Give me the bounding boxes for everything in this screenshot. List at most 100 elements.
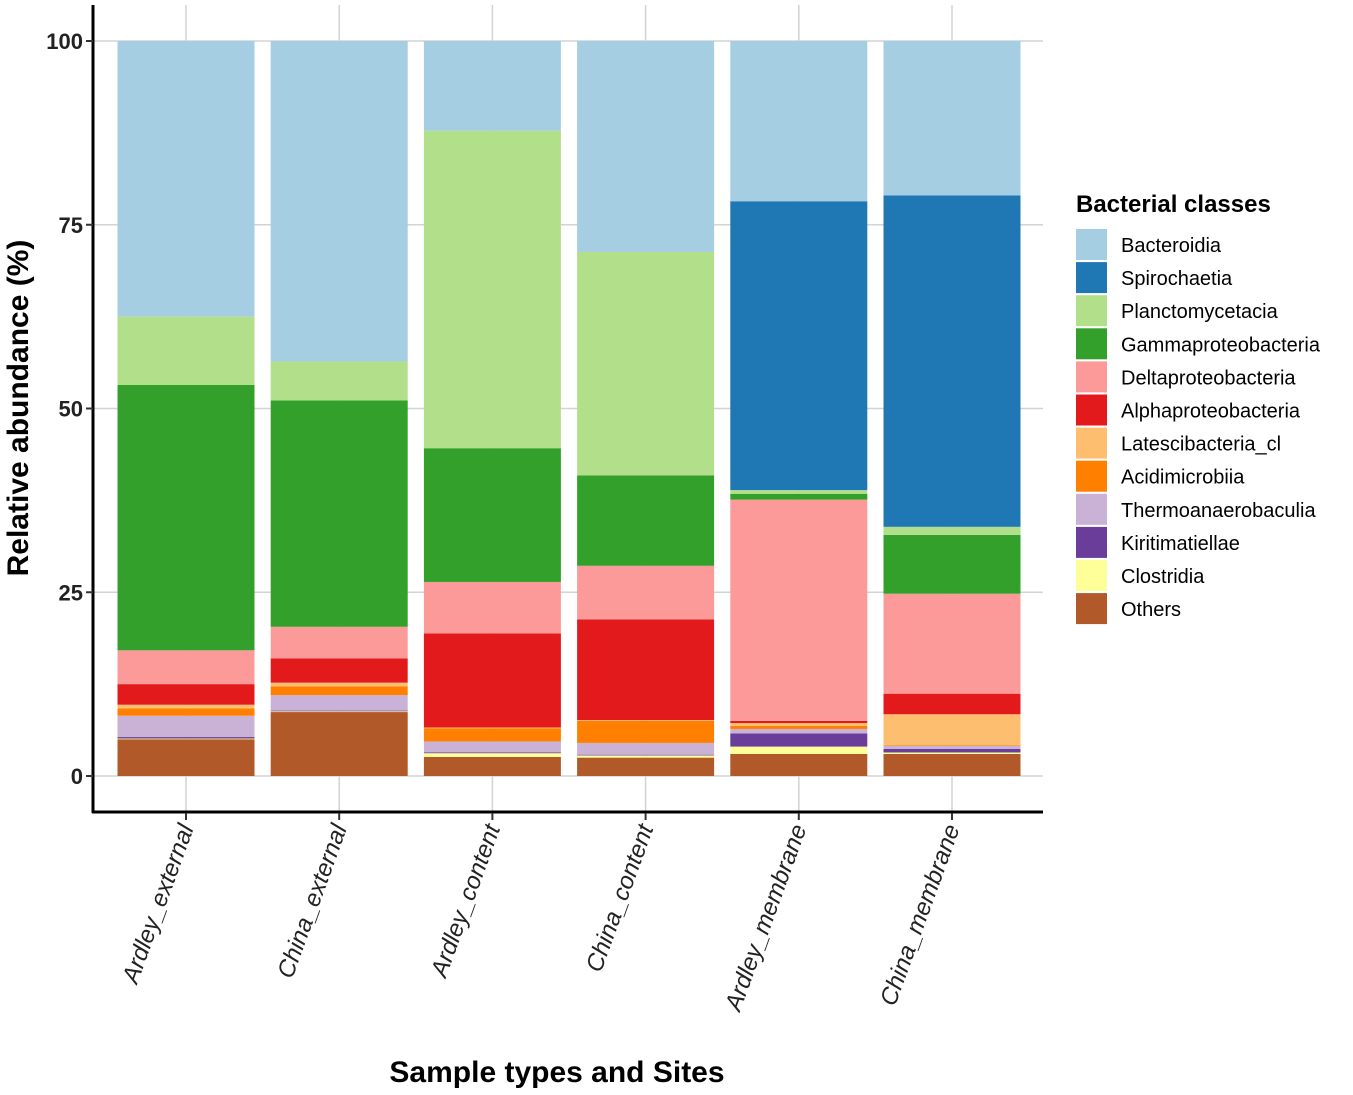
bar-ardley-external-thermoanaerobaculia <box>117 715 255 738</box>
bar-ardley-external-gammaproteobacteria <box>117 384 255 651</box>
legend-label-clostridia: Clostridia <box>1121 566 1205 588</box>
legend-swatch-others <box>1076 593 1107 625</box>
bar-china-membrane-latescibacteria-cl <box>883 714 1021 746</box>
bar-ardley-external-clostridia <box>117 738 255 740</box>
bar-ardley-external-alphaproteobacteria <box>117 684 255 705</box>
bar-china-membrane-alphaproteobacteria <box>883 693 1021 715</box>
bar-china-content-kiritimatiellae <box>577 754 715 756</box>
bar-ardley-content-latescibacteria-cl <box>423 727 561 729</box>
legend-label-alphaproteobacteria: Alphaproteobacteria <box>1121 401 1301 423</box>
bar-ardley-content-others <box>423 756 561 776</box>
bar-china-external-bacteroidia <box>270 41 408 362</box>
legend-swatch-deltaproteobacteria <box>1076 361 1107 393</box>
bar-ardley-external-bacteroidia <box>117 41 255 317</box>
bar-china-membrane-others <box>883 753 1021 776</box>
bar-china-membrane-clostridia <box>883 752 1021 754</box>
bar-china-membrane-gammaproteobacteria <box>883 534 1021 594</box>
bar-china-content-planctomycetacia <box>577 251 715 476</box>
bar-china-membrane-kiritimatiellae <box>883 748 1021 753</box>
bar-ardley-membrane-bacteroidia <box>730 41 868 202</box>
bar-ardley-content-acidimicrobiia <box>423 728 561 742</box>
bar-ardley-external-others <box>117 739 255 776</box>
bar-china-membrane-bacteroidia <box>883 41 1021 196</box>
bar-ardley-membrane-clostridia <box>730 746 868 754</box>
legend-label-planctomycetacia: Planctomycetacia <box>1121 301 1279 323</box>
bar-china-external-kiritimatiellae <box>270 710 408 712</box>
bar-ardley-membrane-kiritimatiellae <box>730 733 868 747</box>
bar-ardley-membrane-others <box>730 753 868 776</box>
bar-china-external-others <box>270 712 408 776</box>
bar-china-content-gammaproteobacteria <box>577 475 715 566</box>
bar-china-content-acidimicrobiia <box>577 720 715 743</box>
bar-china-membrane-planctomycetacia <box>883 526 1021 535</box>
bar-ardley-content-gammaproteobacteria <box>423 448 561 582</box>
legend-label-deltaproteobacteria: Deltaproteobacteria <box>1121 367 1296 389</box>
bar-ardley-membrane-alphaproteobacteria <box>730 720 868 724</box>
bar-china-content-alphaproteobacteria <box>577 619 715 721</box>
bar-ardley-content-deltaproteobacteria <box>423 581 561 634</box>
legend-swatch-planctomycetacia <box>1076 295 1107 327</box>
bar-ardley-content-clostridia <box>423 753 561 757</box>
legend-swatch-gammaproteobacteria <box>1076 328 1107 360</box>
bar-ardley-external-latescibacteria-cl <box>117 704 255 709</box>
legend-label-latescibacteria-cl: Latescibacteria_cl <box>1121 434 1281 456</box>
legend-label-bacteroidia: Bacteroidia <box>1121 235 1222 257</box>
bar-ardley-content-bacteroidia <box>423 41 561 131</box>
bar-ardley-content-thermoanaerobaculia <box>423 741 561 753</box>
bar-china-content-others <box>577 757 715 776</box>
bar-china-content-latescibacteria-cl <box>577 720 715 721</box>
bar-ardley-membrane-thermoanaerobaculia <box>730 728 868 734</box>
legend-swatch-alphaproteobacteria <box>1076 394 1107 426</box>
bars <box>117 41 1021 776</box>
bar-china-content-thermoanaerobaculia <box>577 742 715 755</box>
bar-china-external-clostridia <box>270 711 408 713</box>
legend: Bacterial classes Bacteroidia Spirochaeti… <box>1076 191 1321 625</box>
bar-china-content-deltaproteobacteria <box>577 565 715 620</box>
x-tick-label-china-external: China_external <box>272 820 353 982</box>
bar-china-membrane-spirochaetia <box>883 195 1021 527</box>
y-ticks: 0 25 50 75 100 <box>46 29 93 789</box>
x-axis-title: Sample types and Sites <box>389 1056 724 1089</box>
legend-label-others: Others <box>1121 599 1181 621</box>
bar-china-external-deltaproteobacteria <box>270 626 408 659</box>
y-tick-label-25: 25 <box>59 580 83 605</box>
bar-ardley-membrane-gammaproteobacteria <box>730 493 868 500</box>
bar-china-external-planctomycetacia <box>270 361 408 401</box>
bar-ardley-membrane-spirochaetia <box>730 201 868 491</box>
bar-ardley-membrane-planctomycetacia <box>730 490 868 494</box>
bar-ardley-external-kiritimatiellae <box>117 737 255 739</box>
legend-swatch-spirochaetia <box>1076 262 1107 294</box>
bar-china-external-gammaproteobacteria <box>270 400 408 627</box>
bar-china-external-thermoanaerobaculia <box>270 695 408 711</box>
bar-ardley-content-kiritimatiellae <box>423 752 561 754</box>
bar-china-external-alphaproteobacteria <box>270 658 408 683</box>
legend-label-gammaproteobacteria: Gammaproteobacteria <box>1121 334 1321 356</box>
legend-title: Bacterial classes <box>1076 191 1271 218</box>
bar-ardley-external-planctomycetacia <box>117 316 255 385</box>
bar-china-external-acidimicrobiia <box>270 686 408 696</box>
bar-ardley-external-acidimicrobiia <box>117 708 255 716</box>
legend-swatch-thermoanaerobaculia <box>1076 493 1107 525</box>
y-tick-label-0: 0 <box>71 764 83 789</box>
bar-china-membrane-deltaproteobacteria <box>883 593 1021 694</box>
legend-swatch-acidimicrobiia <box>1076 460 1107 492</box>
bar-ardley-membrane-acidimicrobiia <box>730 726 868 729</box>
y-tick-label-75: 75 <box>59 213 83 238</box>
x-tick-label-china-content: China_content <box>581 820 660 976</box>
bar-ardley-content-planctomycetacia <box>423 130 561 449</box>
x-tick-label-china-membrane: China_membrane <box>875 821 966 1010</box>
y-axis-title: Relative abundance (%) <box>2 240 35 577</box>
legend-swatch-kiritimatiellae <box>1076 526 1107 558</box>
x-tick-label-ardley-content: Ardley_content <box>425 820 506 983</box>
x-tick-label-ardley-external: Ardley_external <box>117 820 200 988</box>
y-tick-label-100: 100 <box>46 29 83 54</box>
bar-china-external-latescibacteria-cl <box>270 682 408 687</box>
y-tick-label-50: 50 <box>59 397 83 422</box>
bar-china-membrane-acidimicrobiia <box>883 745 1021 746</box>
bar-china-membrane-thermoanaerobaculia <box>883 745 1021 749</box>
x-tick-label-ardley-membrane: Ardley_membrane <box>719 821 812 1016</box>
bar-china-content-clostridia <box>577 755 715 758</box>
bar-ardley-membrane-deltaproteobacteria <box>730 499 868 721</box>
legend-swatch-bacteroidia <box>1076 229 1107 260</box>
